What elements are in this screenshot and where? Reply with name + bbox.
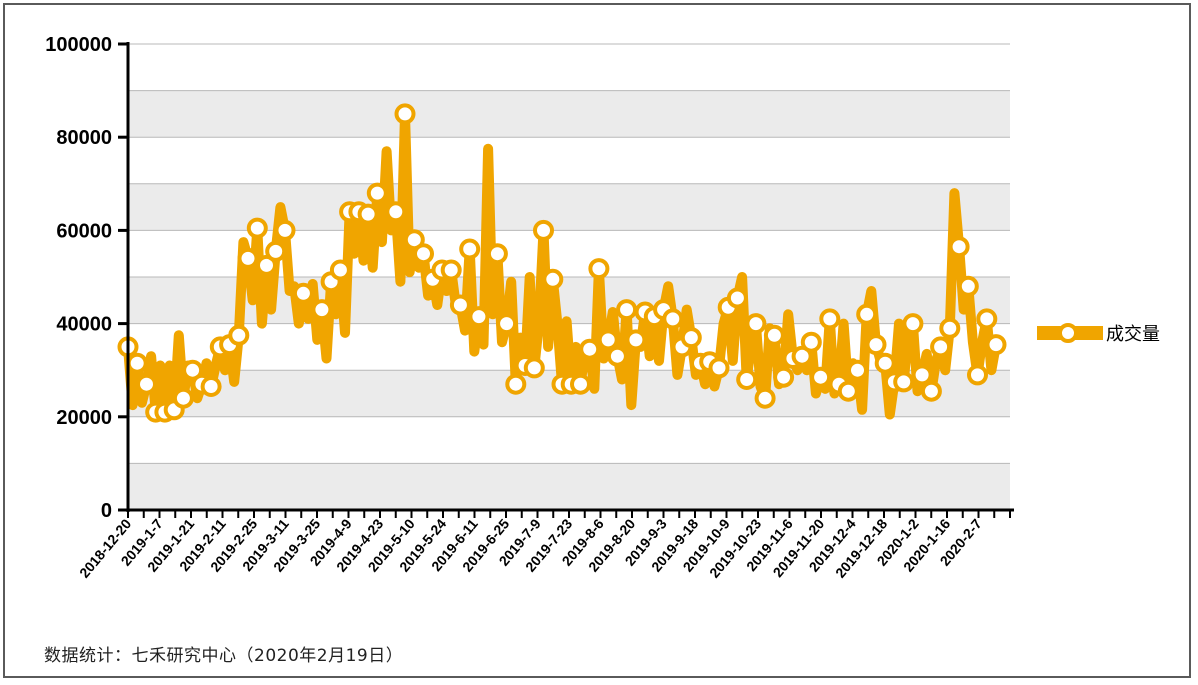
data-point (985, 334, 1007, 356)
data-point (745, 313, 767, 335)
data-point (763, 324, 785, 346)
data-point (680, 327, 702, 349)
data-point (810, 366, 832, 388)
data-point (449, 294, 471, 316)
data-point (588, 258, 610, 280)
data-point (902, 313, 924, 335)
data-point (865, 334, 887, 356)
data-point (413, 243, 434, 265)
grid-band (128, 416, 1010, 464)
data-point (662, 308, 684, 330)
data-point (570, 373, 591, 395)
data-point (182, 359, 204, 381)
source-note: 数据统计：七禾研究中心（2020年2月19日） (44, 646, 404, 666)
y-tick-labels: 0 20000 40000 60000 80000 100000 (45, 34, 112, 522)
data-point (791, 345, 813, 367)
data-point (256, 254, 277, 276)
y-tick-label: 40000 (56, 314, 112, 336)
grid-band (128, 137, 1010, 184)
data-point (265, 240, 287, 262)
data-point (533, 219, 554, 241)
data-point (911, 364, 933, 386)
y-tick-label: 0 (101, 500, 112, 522)
data-point (708, 357, 730, 379)
data-point (948, 236, 970, 258)
legend-marker-icon (1058, 323, 1078, 343)
data-point (329, 259, 351, 281)
data-point (625, 329, 647, 351)
data-point (606, 345, 628, 367)
legend-label: 成交量 (1106, 324, 1160, 345)
data-point (200, 376, 222, 397)
data-point (939, 317, 961, 339)
data-point (228, 324, 250, 346)
data-point (726, 287, 748, 309)
data-point (542, 268, 564, 290)
x-tick-labels: 2018-12-202019-1-72019-1-212019-2-112019… (76, 515, 985, 580)
axes (118, 42, 1014, 518)
data-point (292, 282, 314, 304)
data-point (468, 306, 490, 328)
data-point (736, 369, 758, 390)
y-tick-label: 100000 (45, 34, 112, 56)
data-point (274, 219, 296, 241)
data-point (403, 229, 425, 251)
data-point (874, 352, 896, 374)
data-point (246, 217, 268, 239)
data-point (385, 201, 407, 223)
data-point (957, 275, 979, 297)
data-point (920, 380, 942, 402)
data-point (366, 182, 388, 204)
legend: 成交量 (1037, 323, 1160, 345)
data-point (126, 352, 148, 374)
data-point (819, 308, 841, 330)
series-markers (117, 103, 1007, 423)
y-tick-label: 60000 (56, 220, 112, 242)
data-point (930, 336, 952, 358)
data-point (976, 308, 998, 330)
data-point (579, 338, 601, 360)
data-point (800, 331, 822, 353)
data-point (440, 259, 462, 281)
data-point (837, 380, 859, 402)
data-point (237, 247, 259, 269)
data-point (773, 366, 795, 388)
data-point (847, 359, 868, 381)
data-point (967, 364, 988, 386)
data-point (505, 373, 527, 395)
data-point (616, 299, 638, 321)
data-point (486, 243, 508, 265)
data-point (496, 313, 518, 335)
data-point (172, 387, 194, 409)
data-point (893, 371, 915, 393)
grid-band (128, 90, 1010, 138)
data-point (597, 329, 619, 351)
data-point (523, 357, 545, 379)
data-point (136, 373, 157, 395)
data-point (856, 303, 878, 325)
data-point (394, 103, 416, 125)
grid-band (128, 463, 1010, 510)
y-tick-label: 80000 (56, 127, 112, 149)
data-point (459, 238, 481, 260)
data-point (754, 387, 776, 409)
y-tick-label: 20000 (56, 407, 112, 429)
data-point (311, 299, 333, 321)
data-point (357, 203, 379, 225)
grid-band (128, 44, 1010, 91)
